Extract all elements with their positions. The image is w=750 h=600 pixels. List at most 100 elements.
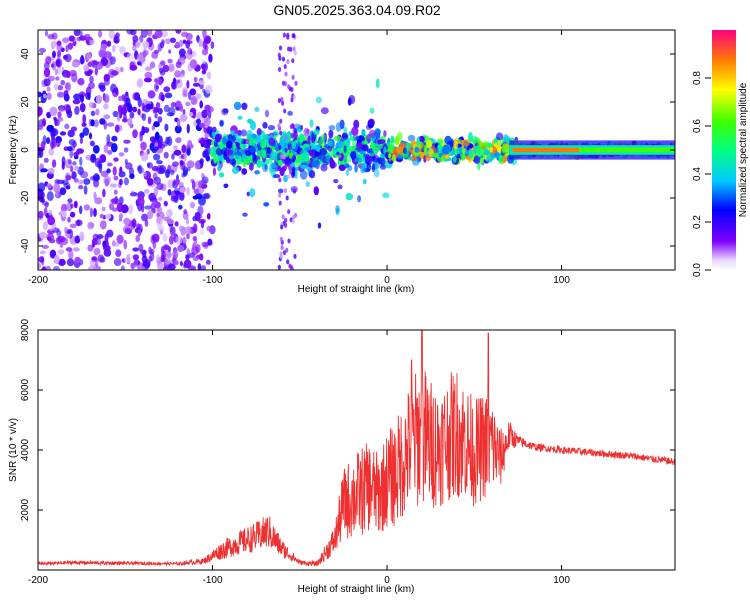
- spectrogram-blob: [308, 170, 316, 179]
- spectrogram-blob: [137, 228, 142, 237]
- spectrogram-blob: [191, 51, 197, 57]
- spectrogram-blob: [350, 151, 357, 160]
- spectrogram-blob: [287, 238, 291, 244]
- x-tick-label: -200: [28, 575, 48, 586]
- spectrogram-blob: [278, 45, 283, 51]
- spectrogram-blob: [65, 229, 72, 235]
- spectrogram-blob: [287, 110, 293, 116]
- spectrogram-blob: [267, 125, 276, 131]
- spectrogram-blob: [473, 155, 481, 165]
- spectrogram-blob: [163, 104, 170, 113]
- spectrogram-blob: [50, 40, 58, 48]
- spectrogram-blob: [195, 93, 202, 100]
- spectrogram-blob: [372, 146, 380, 153]
- spectrogram-blob: [48, 209, 53, 216]
- spectrogram-blob: [174, 221, 179, 227]
- spectrogram-blob: [369, 107, 375, 114]
- spectrogram-blob: [186, 160, 195, 169]
- spectrogram-blob: [110, 70, 119, 76]
- spectrogram-blob: [113, 258, 122, 266]
- spectrogram-blob: [125, 97, 131, 107]
- spectrogram-blob: [88, 266, 97, 270]
- spectrogram-blob: [119, 166, 123, 174]
- spectrogram-blob: [153, 121, 160, 128]
- spectrogram-blob: [46, 124, 55, 132]
- spectrogram-blob: [41, 197, 46, 203]
- spectrogram-blob: [147, 210, 154, 220]
- spectrogram-blob: [127, 105, 133, 113]
- spectrogram-blob: [242, 212, 248, 217]
- spectrogram-blob: [241, 168, 248, 175]
- spectrogram-blob: [281, 100, 285, 106]
- spectrogram-blob: [118, 95, 123, 101]
- spectrogram-blob: [112, 242, 120, 247]
- spectrogram-blob: [225, 140, 233, 149]
- spectrogram-blob: [215, 147, 223, 156]
- spectrogram-blob: [79, 93, 85, 103]
- spectrogram-blob: [93, 119, 99, 128]
- spectrogram-blob: [103, 93, 110, 104]
- spectrogram-blob: [99, 220, 107, 230]
- spectrogram-blob: [254, 134, 262, 143]
- spectrogram-blob: [147, 116, 152, 125]
- spectrogram-blob: [154, 131, 160, 140]
- spectrogram-blob: [308, 149, 315, 157]
- spectrogram-blob: [497, 139, 501, 149]
- spectrogram-blob: [365, 124, 372, 130]
- spectrogram-blob: [94, 197, 103, 205]
- spectrogram-blob: [53, 138, 60, 143]
- spectrogram-blob: [179, 104, 184, 112]
- spectrogram-blob: [175, 235, 183, 245]
- spectrogram-blob: [187, 91, 192, 101]
- spectrogram-blob: [347, 97, 352, 106]
- spectrogram-blob: [291, 141, 296, 150]
- spectrogram-blob: [496, 132, 504, 141]
- spectrogram-blob: [284, 217, 288, 223]
- spectrogram-blob: [290, 97, 294, 103]
- spectrogram-blob: [136, 78, 144, 88]
- spectrogram-blob: [177, 244, 185, 252]
- spectrogram-blob: [280, 224, 284, 230]
- spectrogram-blob: [198, 218, 206, 224]
- spectrogram-blob: [157, 107, 163, 115]
- spectrogram-blob: [333, 135, 342, 141]
- spectrogram-blob: [215, 133, 221, 143]
- spectrogram-blob: [328, 125, 336, 131]
- y-tick-label: 8000: [20, 318, 31, 341]
- spectrogram-blob: [114, 124, 120, 133]
- spectrogram-blob: [438, 152, 442, 158]
- spectrogram-blob: [361, 140, 369, 146]
- spectrogram-blob: [174, 125, 182, 134]
- spectrogram-blob: [121, 118, 128, 123]
- spectrogram-blob: [294, 123, 298, 129]
- spectrogram-blob: [198, 38, 203, 48]
- spectrogram-blob: [279, 118, 283, 124]
- colorbar-tick-label: 0.0: [692, 263, 703, 277]
- spectrogram-blob: [95, 174, 100, 181]
- y-tick-label: -40: [20, 238, 31, 253]
- spectrogram-blob: [73, 200, 78, 209]
- spectrogram-blob: [54, 254, 60, 264]
- spectrogram-blob: [344, 163, 349, 169]
- spectrogram-blob: [41, 118, 47, 127]
- spectrogram-blob: [57, 111, 62, 119]
- spectrogram-blob: [95, 94, 103, 105]
- spectrogram-blob: [192, 256, 200, 261]
- spectrogram-blob: [351, 126, 359, 136]
- spectrogram-blob: [179, 113, 188, 123]
- y-tick-label: -20: [20, 190, 31, 205]
- x-tick-label: -100: [203, 275, 223, 286]
- spectrogram-blob: [72, 161, 77, 166]
- spectrogram-blob: [127, 204, 134, 215]
- spectrogram-blob: [382, 192, 390, 199]
- spectrogram-blob: [40, 141, 46, 150]
- spectrogram-blob: [383, 130, 387, 138]
- spectrogram-blob: [360, 166, 366, 174]
- spectrogram-blob: [280, 245, 284, 251]
- spectrogram-blob: [293, 50, 297, 56]
- spectrogram-blob: [270, 151, 278, 159]
- spectrogram-blob: [194, 160, 201, 170]
- spectrogram-blob: [38, 124, 43, 131]
- spectrogram-blob: [414, 146, 420, 153]
- spectrogram-blob: [42, 244, 49, 249]
